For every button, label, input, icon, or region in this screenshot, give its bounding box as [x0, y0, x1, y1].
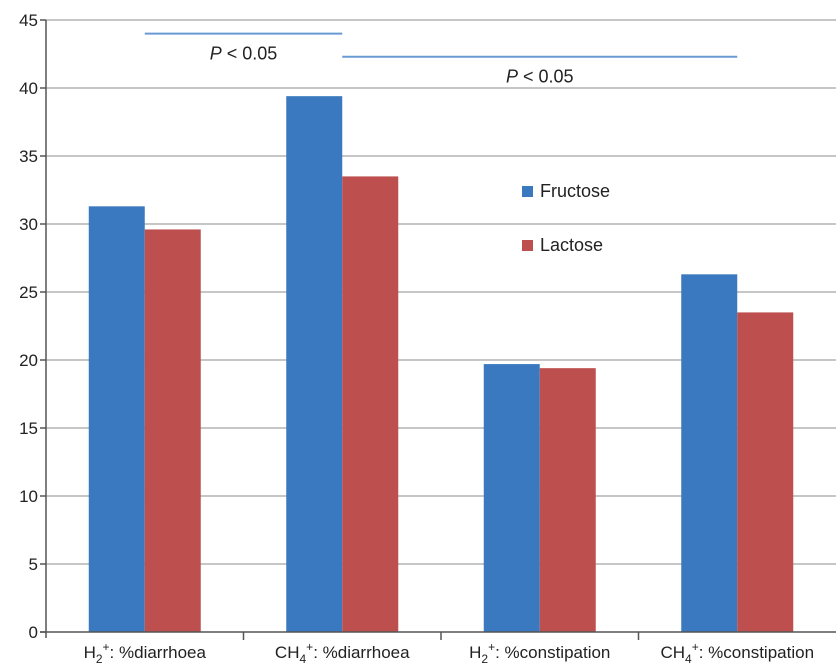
bar-fructose [88, 206, 145, 632]
p-symbol: P [210, 44, 222, 64]
bar-fructose [286, 96, 343, 632]
y-tick-label: 30 [19, 215, 38, 234]
bars [88, 96, 794, 632]
legend-swatch-lactose [522, 240, 533, 251]
significance-annotations: P < 0.05P < 0.05 [144, 32, 738, 87]
gas-superscript: + [306, 640, 313, 654]
gas-symbol: H [84, 643, 96, 662]
y-tick-label: 20 [19, 351, 38, 370]
p-value-text: < 0.05 [518, 67, 574, 87]
bar-lactose [539, 368, 596, 632]
p-symbol: P [506, 67, 518, 87]
gas-subscript: 4 [685, 652, 692, 666]
legend: Fructose Lactose [522, 181, 610, 255]
y-tick-labels: 0 5 10 15 20 25 30 35 40 45 [19, 11, 38, 642]
y-tick-label: 40 [19, 79, 38, 98]
gas-superscript: + [488, 640, 495, 654]
legend-label-fructose: Fructose [540, 181, 610, 201]
gas-superscript: + [692, 640, 699, 654]
bar-lactose [737, 312, 794, 632]
bar-lactose [342, 176, 399, 632]
category-text: : %constipation [495, 643, 610, 662]
gas-symbol: H [469, 643, 481, 662]
category-text: : %diarrhoea [110, 643, 207, 662]
category-labels: H2+: %diarrhoea CH4+: %diarrhoea H2+: %con… [84, 640, 814, 666]
category-label: CH4+: %diarrhoea [275, 640, 410, 666]
category-text: : %constipation [699, 643, 814, 662]
legend-label-lactose: Lactose [540, 235, 603, 255]
legend-swatch-fructose [522, 186, 533, 197]
gas-subscript: 2 [481, 652, 488, 666]
y-tick-label: 10 [19, 487, 38, 506]
axes [40, 19, 836, 640]
gas-subscript: 2 [96, 652, 103, 666]
category-text: : %diarrhoea [313, 643, 410, 662]
y-tick-label: 45 [19, 11, 38, 30]
gas-symbol: CH [275, 643, 300, 662]
significance-label: P < 0.05 [210, 44, 278, 64]
p-value-text: < 0.05 [222, 44, 278, 64]
category-label: CH4+: %constipation [660, 640, 814, 666]
y-tick-label: 35 [19, 147, 38, 166]
y-tick-label: 15 [19, 419, 38, 438]
y-tick-label: 25 [19, 283, 38, 302]
category-label: H2+: %diarrhoea [84, 640, 207, 666]
category-label: H2+: %constipation [469, 640, 610, 666]
significance-label: P < 0.05 [506, 67, 574, 87]
bar-fructose [483, 364, 540, 632]
bar-lactose [144, 229, 201, 632]
gas-symbol: CH [660, 643, 685, 662]
bar-fructose [681, 274, 738, 632]
gas-superscript: + [103, 640, 110, 654]
y-tick-label: 5 [29, 555, 38, 574]
y-tick-label: 0 [29, 623, 38, 642]
gas-subscript: 4 [299, 652, 306, 666]
